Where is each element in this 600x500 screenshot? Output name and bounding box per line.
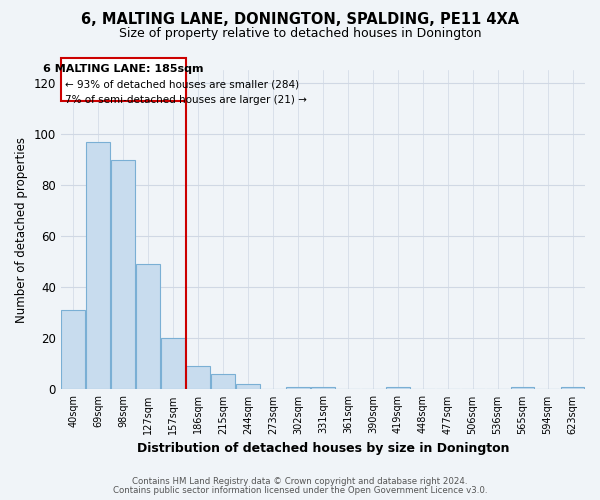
Text: Contains HM Land Registry data © Crown copyright and database right 2024.: Contains HM Land Registry data © Crown c…: [132, 477, 468, 486]
Bar: [136, 264, 160, 390]
Text: Size of property relative to detached houses in Donington: Size of property relative to detached ho…: [119, 28, 481, 40]
Text: 6, MALTING LANE, DONINGTON, SPALDING, PE11 4XA: 6, MALTING LANE, DONINGTON, SPALDING, PE…: [81, 12, 519, 28]
FancyBboxPatch shape: [61, 58, 185, 101]
Y-axis label: Number of detached properties: Number of detached properties: [15, 137, 28, 323]
Text: 7% of semi-detached houses are larger (21) →: 7% of semi-detached houses are larger (2…: [65, 94, 307, 104]
Text: Contains public sector information licensed under the Open Government Licence v3: Contains public sector information licen…: [113, 486, 487, 495]
Text: ← 93% of detached houses are smaller (284): ← 93% of detached houses are smaller (28…: [65, 80, 299, 90]
Bar: [211, 374, 235, 390]
Bar: [560, 387, 584, 390]
Bar: [112, 160, 135, 390]
Bar: [286, 387, 310, 390]
Bar: [236, 384, 260, 390]
Text: 6 MALTING LANE: 185sqm: 6 MALTING LANE: 185sqm: [43, 64, 203, 74]
X-axis label: Distribution of detached houses by size in Donington: Distribution of detached houses by size …: [137, 442, 509, 455]
Bar: [86, 142, 110, 390]
Bar: [511, 387, 535, 390]
Bar: [186, 366, 210, 390]
Bar: [386, 387, 410, 390]
Bar: [61, 310, 85, 390]
Bar: [161, 338, 185, 390]
Bar: [311, 387, 335, 390]
